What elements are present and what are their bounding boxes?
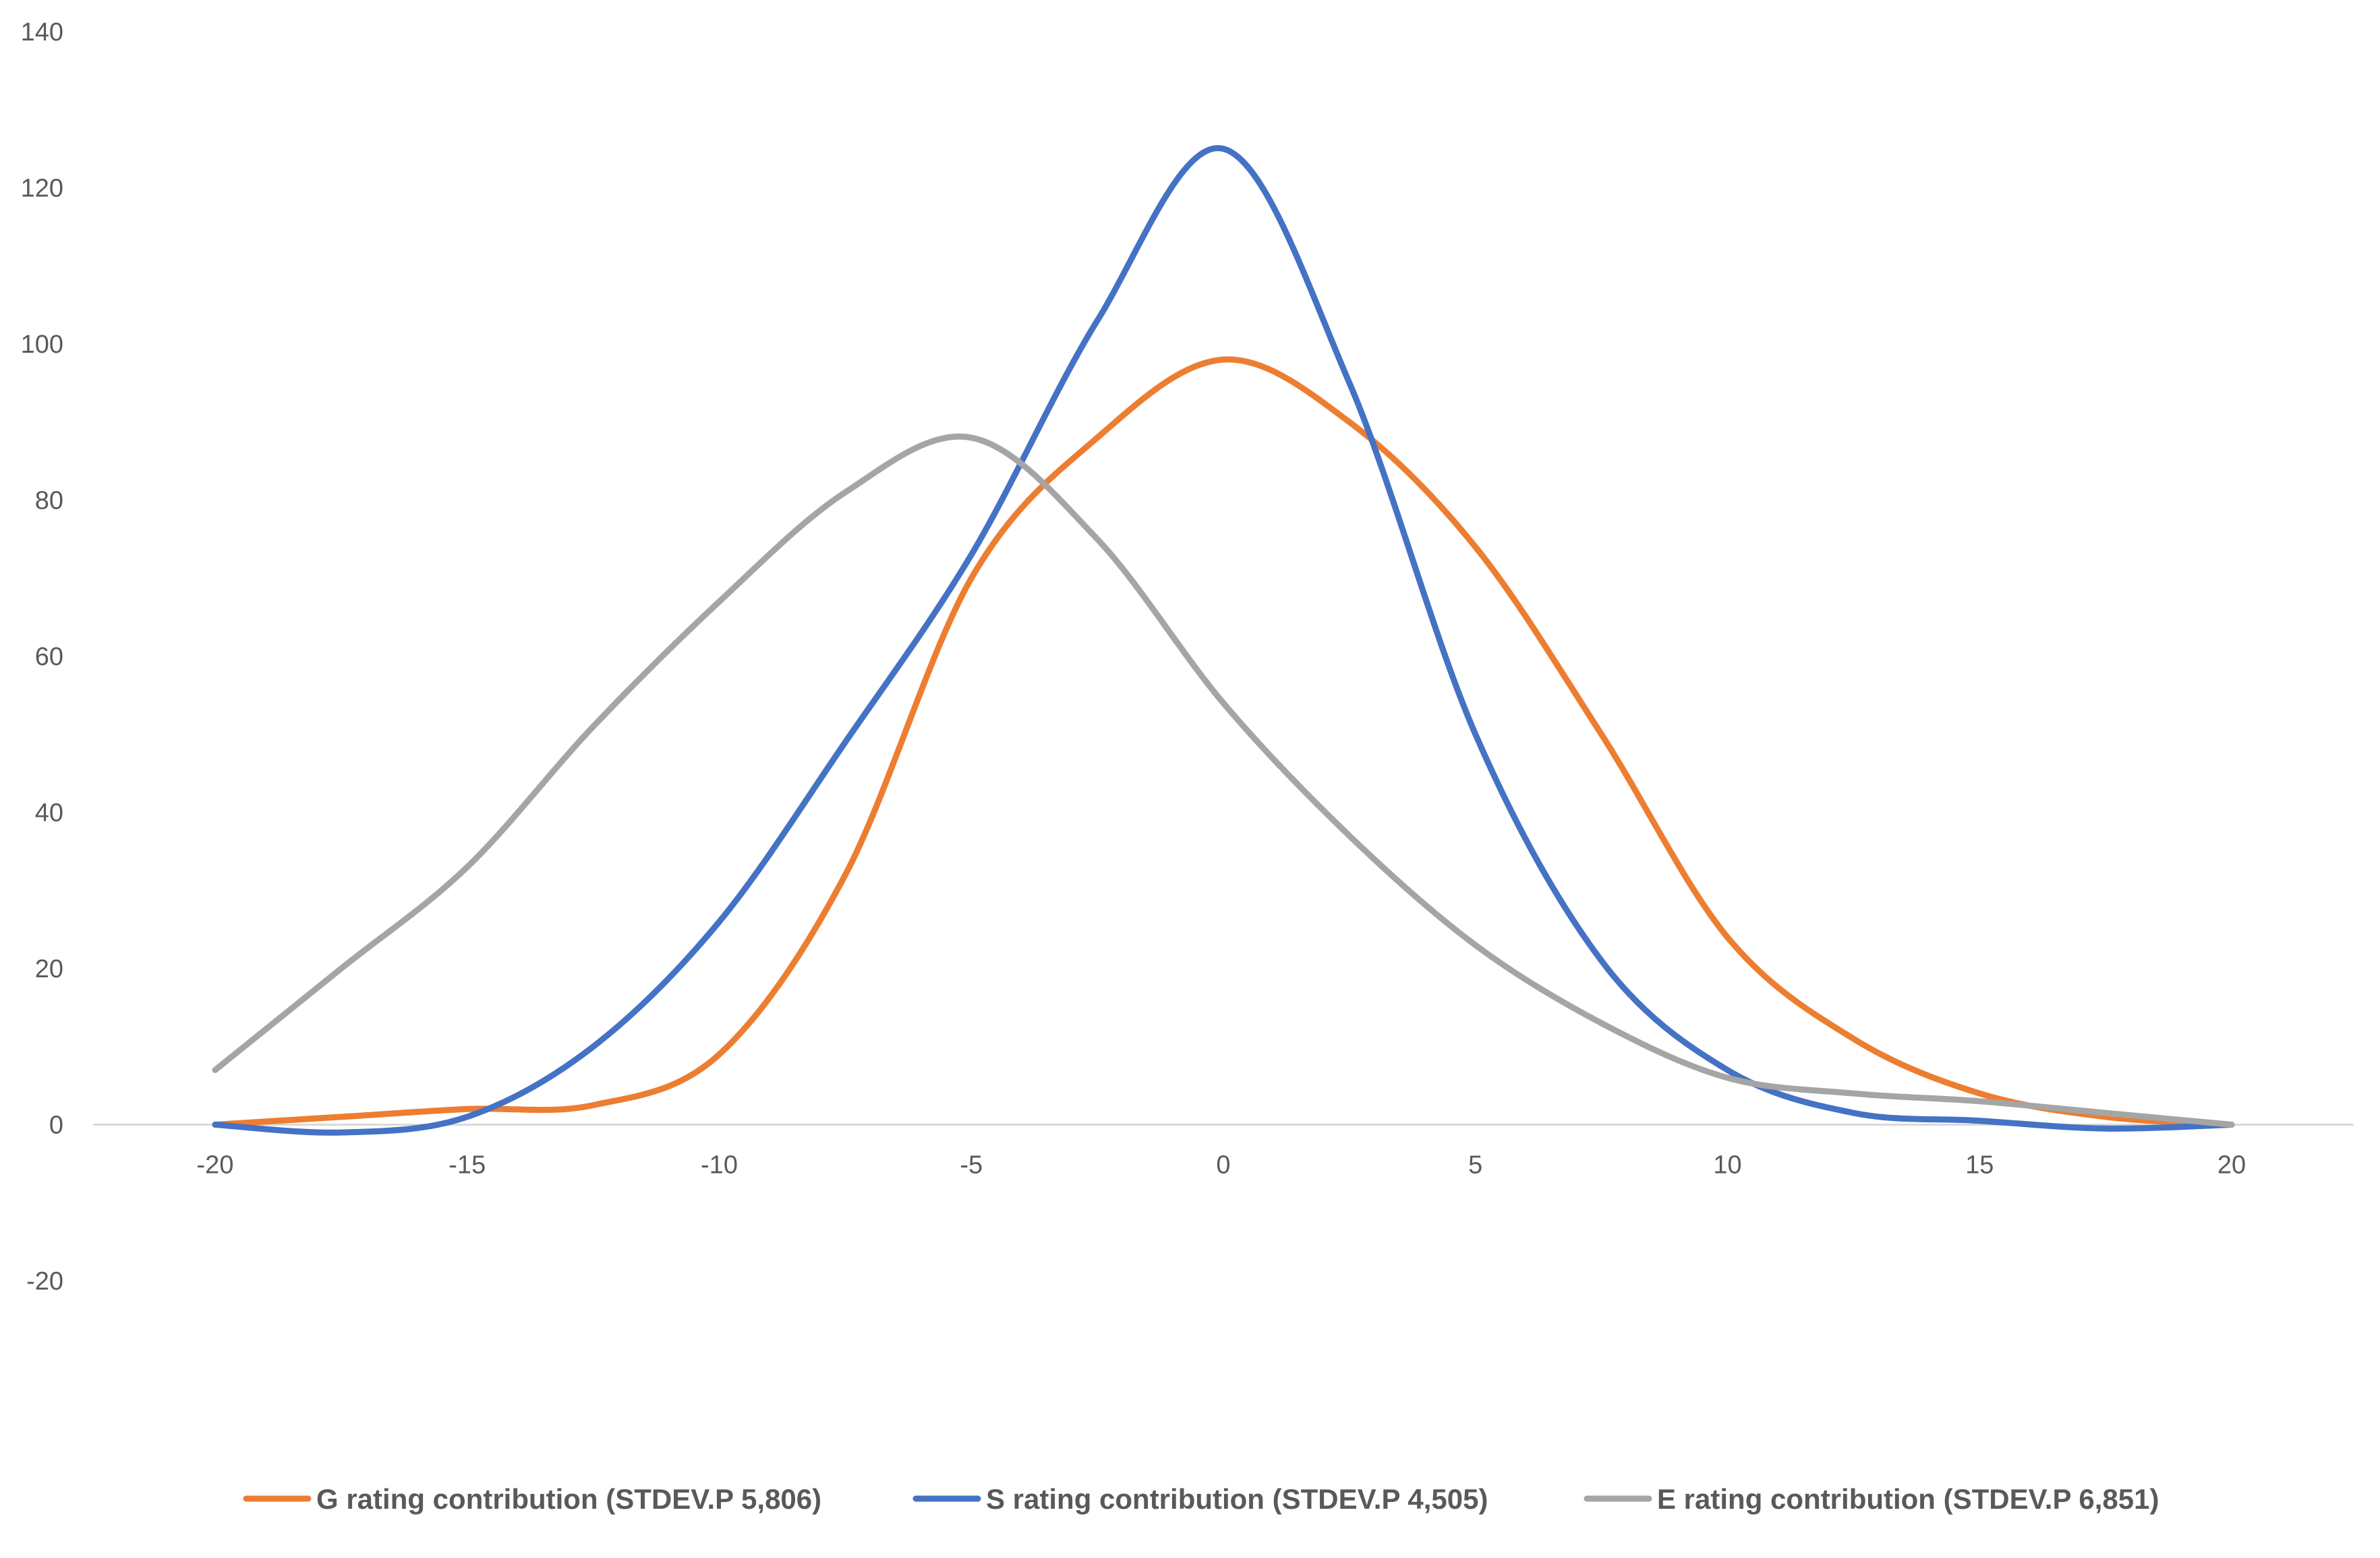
legend-label: S rating contribution (STDEV.P 4,505) xyxy=(986,1483,1488,1515)
x-tick-label: -10 xyxy=(701,1151,738,1180)
y-tick-label: -20 xyxy=(26,1267,63,1296)
y-tick-label: 120 xyxy=(21,175,63,203)
x-tick-label: 10 xyxy=(1713,1151,1741,1180)
series-line-e xyxy=(212,433,2235,1128)
x-tick-label: -5 xyxy=(960,1151,983,1180)
series-line-s xyxy=(212,145,2235,1136)
y-axis-ticks: 140 120 100 80 60 40 20 0 -20 xyxy=(21,18,63,1296)
legend-label: G rating contribution (STDEV.P 5,806) xyxy=(316,1483,821,1515)
y-tick-label: 40 xyxy=(35,799,63,828)
legend-label: E rating contribution (STDEV.P 6,851) xyxy=(1657,1483,2159,1515)
y-tick-label: 20 xyxy=(35,955,63,983)
x-tick-label: 15 xyxy=(1965,1151,1994,1180)
y-tick-label: 60 xyxy=(35,643,63,671)
legend: G rating contribution (STDEV.P 5,806) S r… xyxy=(243,1483,2159,1515)
x-tick-label: -15 xyxy=(448,1151,486,1180)
x-tick-label: -20 xyxy=(197,1151,234,1180)
y-tick-label: 100 xyxy=(21,330,63,359)
x-tick-label: 0 xyxy=(1216,1151,1230,1180)
y-tick-label: 140 xyxy=(21,18,63,47)
series-lines xyxy=(212,145,2235,1136)
x-tick-label: 5 xyxy=(1468,1151,1482,1180)
series-line-g xyxy=(212,356,2235,1128)
x-tick-label: 20 xyxy=(2217,1151,2246,1180)
y-tick-label: 0 xyxy=(49,1112,63,1140)
x-axis-ticks: -20 -15 -10 -5 0 5 10 15 20 xyxy=(197,1151,2246,1180)
y-tick-label: 80 xyxy=(35,487,63,515)
